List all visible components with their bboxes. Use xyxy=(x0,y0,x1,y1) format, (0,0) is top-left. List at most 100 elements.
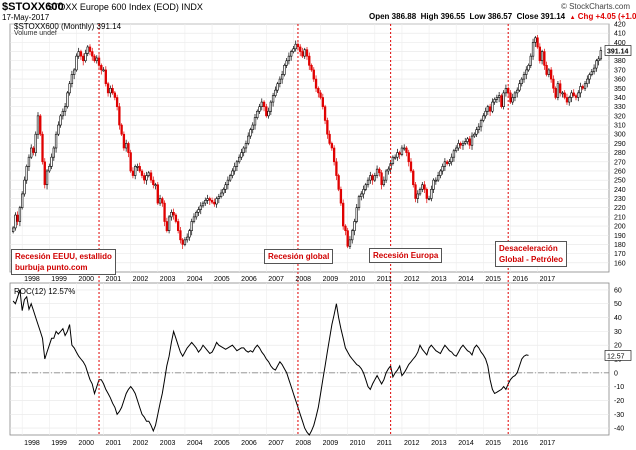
candle-body xyxy=(579,86,582,94)
ohlc-readout: Open 386.88 High 396.55 Low 386.57 Close… xyxy=(369,12,636,21)
candle-body xyxy=(86,46,89,54)
candle-body xyxy=(138,166,141,172)
price-y-tick-label: 190 xyxy=(614,233,626,240)
candle-body xyxy=(380,172,383,186)
candle-body xyxy=(249,129,252,137)
candle-body xyxy=(346,230,349,247)
price-x-tick-label: 1998 xyxy=(24,276,40,283)
candle-body xyxy=(434,179,438,182)
candle-body xyxy=(179,230,182,241)
candle-body xyxy=(199,205,202,210)
candle-body xyxy=(357,196,361,209)
annotation-dotcom: Recesión EEUU, estallido burbuja punto.c… xyxy=(11,249,116,275)
candle-body xyxy=(482,115,485,121)
candle-body xyxy=(559,83,562,94)
candle-body xyxy=(253,117,257,126)
exchange-label: INDX xyxy=(181,2,203,12)
candle-body xyxy=(362,189,365,195)
candle-body xyxy=(210,200,214,203)
candle-body xyxy=(149,172,153,181)
price-x-tick-label: 2004 xyxy=(187,276,203,283)
candle-body xyxy=(285,60,288,66)
candle-body xyxy=(84,53,87,62)
candle-body xyxy=(400,147,404,155)
price-x-tick-label: 2000 xyxy=(78,276,94,283)
candle-body xyxy=(52,147,55,158)
candle-body xyxy=(192,216,196,222)
candle-body xyxy=(414,184,417,199)
candle-body xyxy=(394,156,397,159)
candle-body xyxy=(330,143,334,149)
candle-body xyxy=(369,175,372,181)
candle-body xyxy=(391,156,395,164)
candle-body xyxy=(375,168,379,176)
candle-body xyxy=(235,161,239,167)
candle-body xyxy=(152,179,155,186)
candle-body xyxy=(269,101,272,112)
candle-body xyxy=(570,92,573,98)
candle-body xyxy=(170,211,173,218)
candle-body xyxy=(450,156,453,163)
candle-body xyxy=(486,106,490,112)
candle-body xyxy=(240,152,243,158)
candle-body xyxy=(493,99,496,103)
candle-body xyxy=(228,175,232,181)
candle-body xyxy=(231,170,234,176)
candle-body xyxy=(355,207,358,222)
candle-body xyxy=(387,168,390,172)
roc-y-tick-label: -40 xyxy=(614,426,624,433)
candle-body xyxy=(32,147,35,153)
candle-body xyxy=(30,147,33,158)
roc-x-tick-label: 2010 xyxy=(350,440,366,447)
roc-y-tick-label: 50 xyxy=(614,301,622,308)
candle-body xyxy=(543,51,546,66)
roc-x-tick-label: 2011 xyxy=(377,440,392,447)
candle-body xyxy=(36,115,40,135)
candle-body xyxy=(568,97,571,103)
candle-body xyxy=(590,71,593,75)
candle-body xyxy=(317,87,320,94)
candle-body xyxy=(113,92,117,98)
candle-body xyxy=(75,55,78,71)
candle-body xyxy=(188,230,191,238)
index-name-label: STOXX Europe 600 Index (EOD) INDX xyxy=(47,2,203,12)
annotation-line: Global - Petróleo xyxy=(499,255,564,264)
candle-body xyxy=(23,179,26,195)
candle-body xyxy=(258,106,261,112)
candle-body xyxy=(88,46,92,52)
candle-body xyxy=(181,239,184,245)
close-value: Close 391.14 xyxy=(516,12,566,21)
candle-body xyxy=(577,92,580,98)
price-y-tick-label: 200 xyxy=(614,224,626,231)
candle-body xyxy=(95,57,98,62)
candle-body xyxy=(226,179,230,186)
price-y-tick-label: 330 xyxy=(614,104,626,111)
roc-x-tick-label: 2014 xyxy=(458,440,474,447)
candle-body xyxy=(412,170,415,186)
candle-body xyxy=(68,83,71,94)
roc-x-tick-label: 2016 xyxy=(512,440,528,447)
candle-body xyxy=(527,65,530,71)
candle-body xyxy=(314,78,318,89)
candle-body xyxy=(27,156,31,167)
candle-body xyxy=(167,216,171,231)
candle-body xyxy=(73,69,76,75)
candle-body xyxy=(59,115,62,126)
candle-body xyxy=(326,120,329,135)
candle-body xyxy=(518,83,521,91)
candle-body xyxy=(204,200,207,204)
price-y-tick-label: 280 xyxy=(614,150,626,157)
candle-body xyxy=(382,179,386,186)
price-y-tick-label: 240 xyxy=(614,187,626,194)
candle-body xyxy=(516,89,519,94)
roc-x-tick-label: 2015 xyxy=(485,440,501,447)
candle-body xyxy=(534,37,537,43)
candle-body xyxy=(468,138,471,146)
candle-body xyxy=(143,175,146,181)
up-triangle-icon: ▲ xyxy=(569,15,576,21)
candle-body xyxy=(337,175,340,190)
candle-body xyxy=(445,161,449,164)
price-y-tick-label: 250 xyxy=(614,178,626,185)
candle-body xyxy=(583,83,587,89)
roc-y-tick-label: 30 xyxy=(614,329,622,336)
